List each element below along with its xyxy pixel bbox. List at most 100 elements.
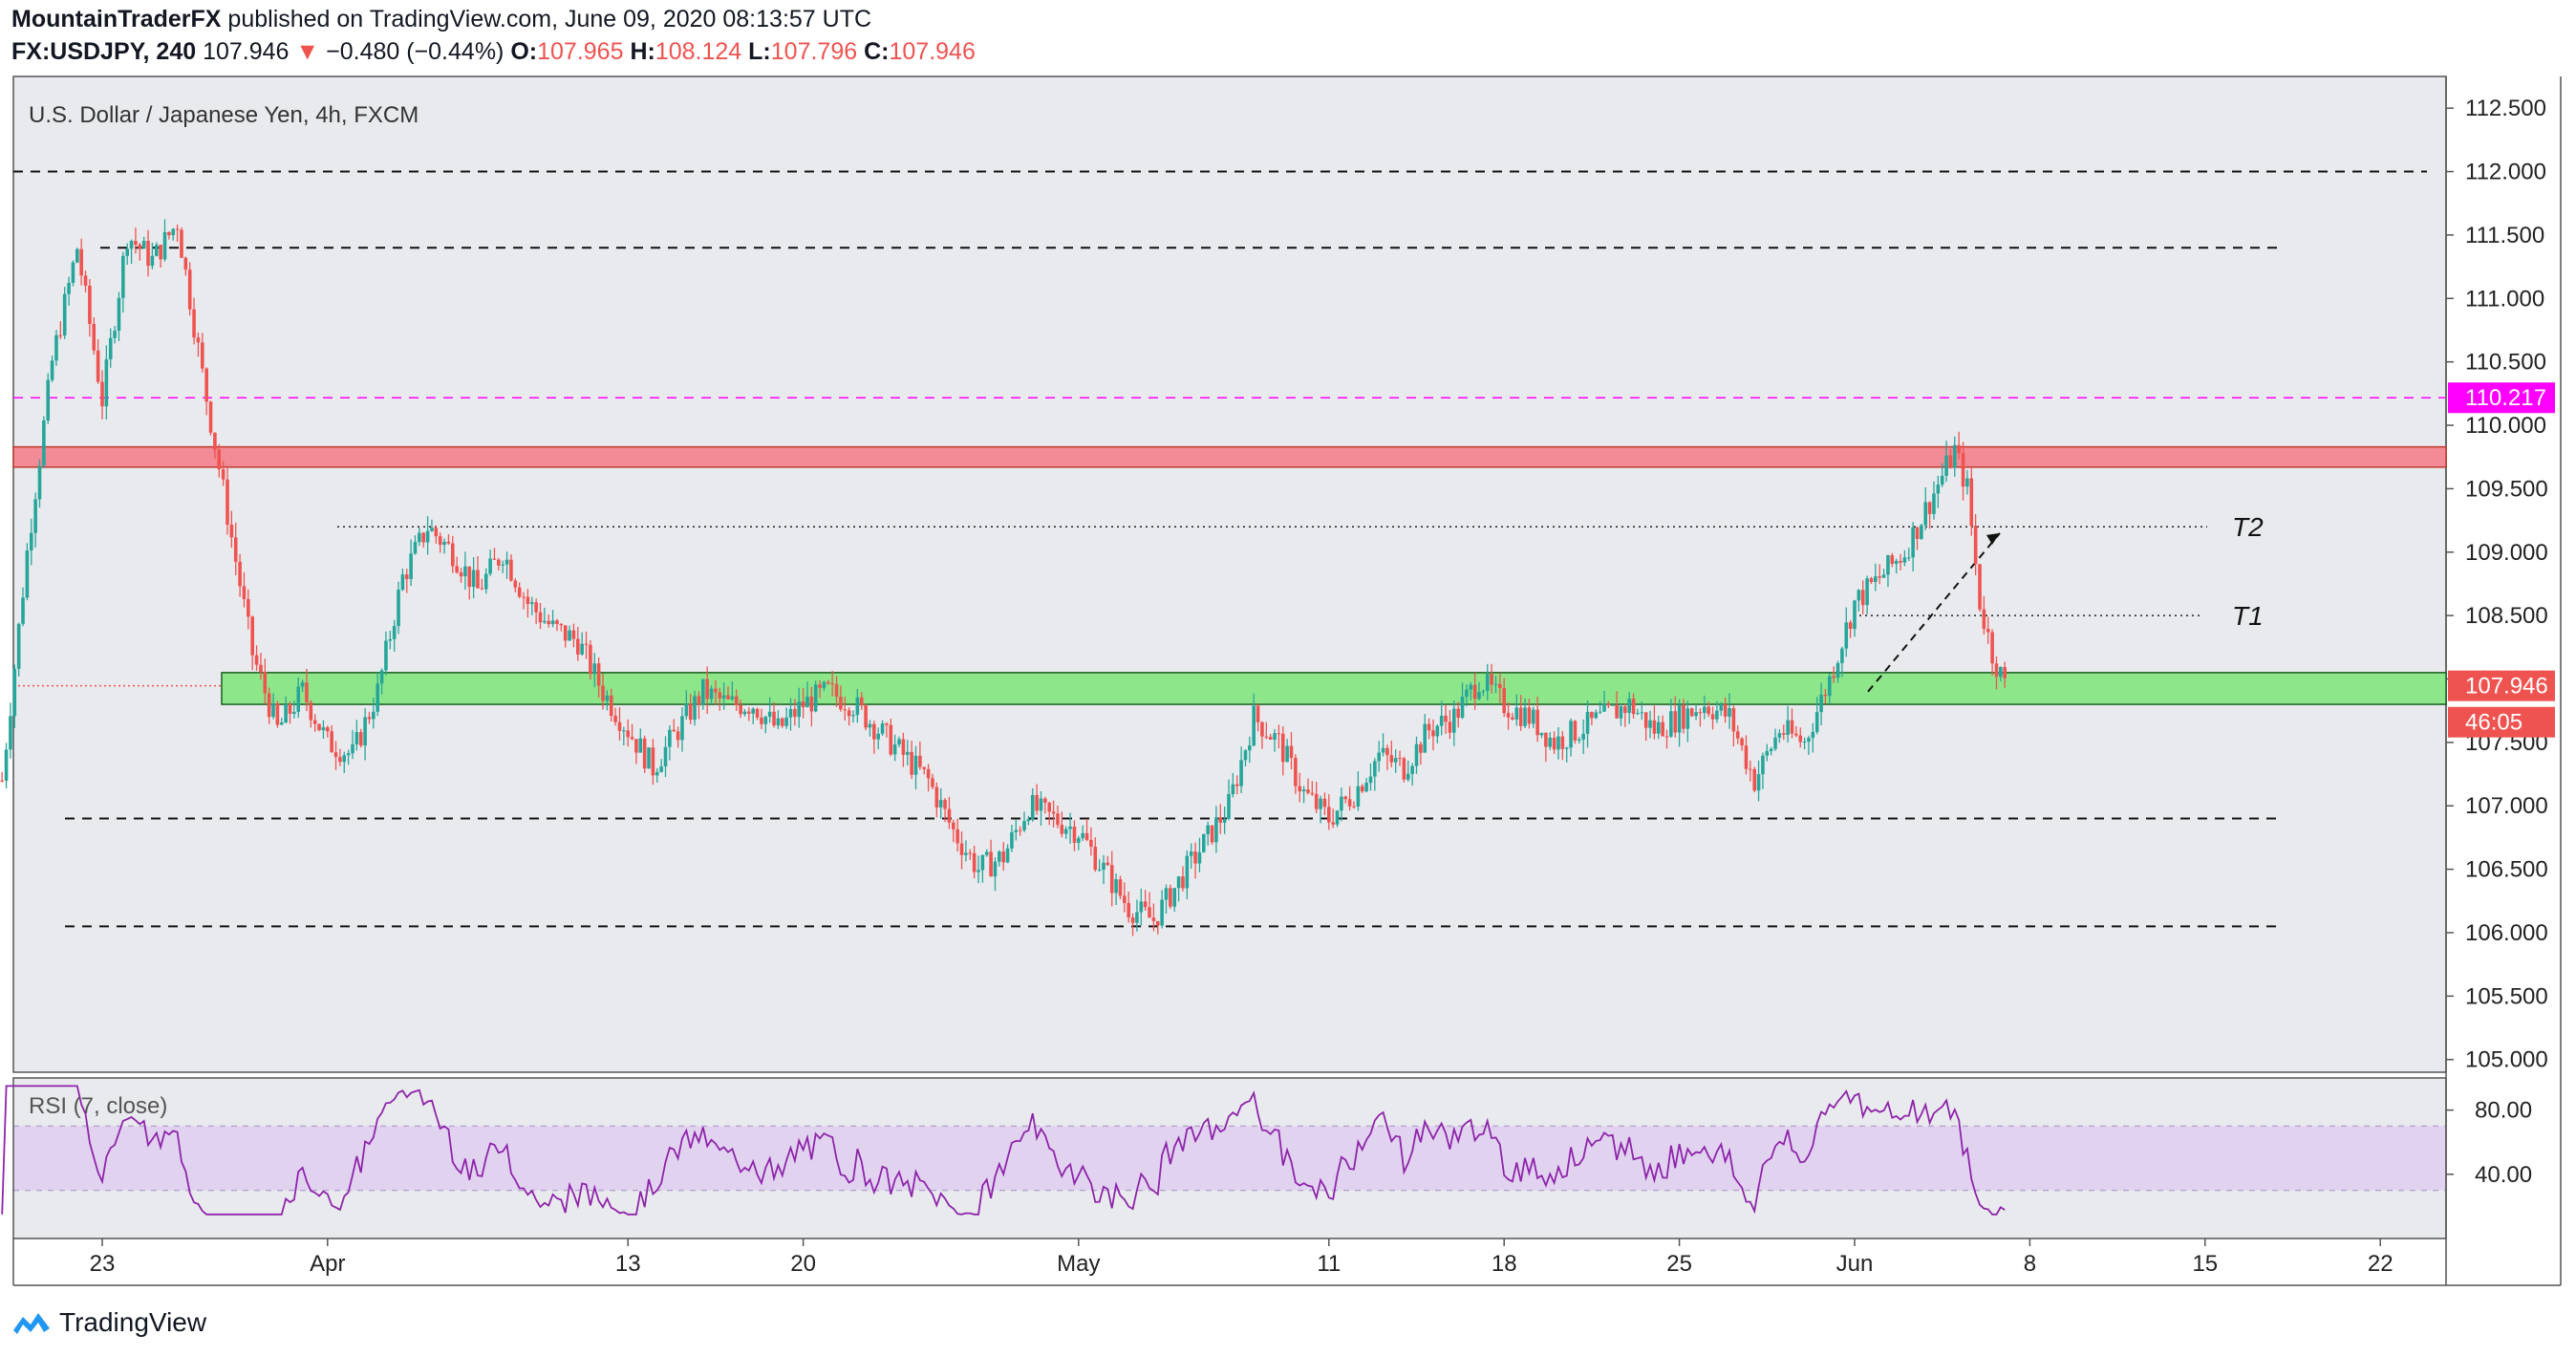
x-tick-label: Apr [310,1251,345,1277]
candle-body [1661,722,1664,737]
candle-body [547,620,551,625]
candle-body [1627,699,1631,713]
candle-body [550,620,555,625]
candle-body [1899,560,1902,563]
candle-body [263,672,268,694]
candle-body [12,668,17,717]
candle-body [346,753,351,756]
candle-body [1077,838,1081,843]
candle-body [379,670,384,684]
publish-text: published on TradingView.com, June 09, 2… [227,6,872,32]
candle-body [259,664,263,673]
candle-body [1277,733,1281,735]
candle-body [29,532,33,551]
candle-body [1685,708,1690,729]
candle-body [784,717,788,726]
y-tick-label: 105.500 [2465,983,2548,1009]
candle-body [1656,722,1661,734]
candle-body [943,800,947,809]
candle-body [42,420,46,466]
candle-body [1398,758,1402,760]
x-tick-label: 11 [1317,1251,1341,1277]
candle-body [734,696,739,705]
candle-body [1452,708,1456,733]
candle-body [1703,706,1707,713]
candle-body [809,696,814,712]
rsi-line [1,1085,2006,1216]
candle-body [1932,493,1936,514]
candle-body [1578,739,1581,742]
x-tick-label: 13 [615,1251,641,1277]
candle-body [630,737,634,740]
candle-body [367,717,372,720]
candle-body [1084,832,1089,840]
candle-body [100,381,104,407]
candle-body [767,711,772,718]
target-label-t2: T2 [2232,512,2264,542]
candle-body [1294,758,1298,786]
y-tick-label: 106.000 [2465,920,2548,946]
candle-body [300,682,305,687]
candle-body [509,559,513,581]
candle-body [279,722,284,725]
candle-body [504,559,509,565]
candle-body [1652,720,1657,734]
candle-body [559,623,564,626]
candle-body [1155,920,1160,926]
candle-body [1280,733,1285,763]
candle-body [839,697,843,710]
candle-body [1081,832,1084,839]
candle-body [1039,798,1043,811]
candle-body [1456,708,1460,719]
candle-body [952,822,955,829]
candle-body [668,729,672,747]
candle-body [501,564,504,566]
candle-body [446,541,451,544]
candle-body [1590,711,1594,719]
candle-body [1472,684,1477,700]
candle-body [1310,792,1315,794]
candle-body [1419,743,1423,753]
candle-body [1340,796,1343,811]
candle-body [568,630,571,641]
y-tick-label: 111.000 [2465,286,2544,312]
candle-body [480,588,484,590]
candle-body [1135,912,1139,923]
candle-body [1552,737,1556,750]
candle-body [1978,564,1982,610]
brand-name[interactable]: TradingView [59,1307,207,1337]
close-value: 107.946 [889,38,976,65]
candle-body [1502,687,1506,714]
candle-body [1289,745,1294,759]
y-tick-label: 105.000 [2465,1047,2548,1073]
candle-body [1927,502,1932,514]
author-name[interactable]: MountainTraderFX [11,6,222,32]
candle-body [292,711,296,714]
candle-body [71,262,75,284]
candle-body [146,241,150,267]
candle-body [959,843,964,855]
candle-body [697,696,701,705]
candle-body [1648,720,1652,728]
candle-body [92,323,97,351]
candle-body [1744,745,1749,769]
candle-body [1118,879,1123,896]
candle-body [1368,776,1373,784]
candle-body [1802,742,1807,743]
candle-body [317,723,321,731]
candle-body [1335,810,1340,825]
candle-body [714,688,718,693]
candle-body [705,678,709,700]
x-tick-label: 8 [2024,1251,2036,1277]
candle-body [0,780,4,782]
candle-body [655,771,659,776]
resistance-zone [12,445,2447,468]
candle-body [1239,760,1243,786]
candle-body [980,854,985,871]
candle-body [626,730,630,738]
candle-body [672,729,676,732]
candle-body [1402,758,1406,780]
projection-arrowhead [1986,532,2000,545]
y-tick-label: 110.500 [2465,350,2546,376]
